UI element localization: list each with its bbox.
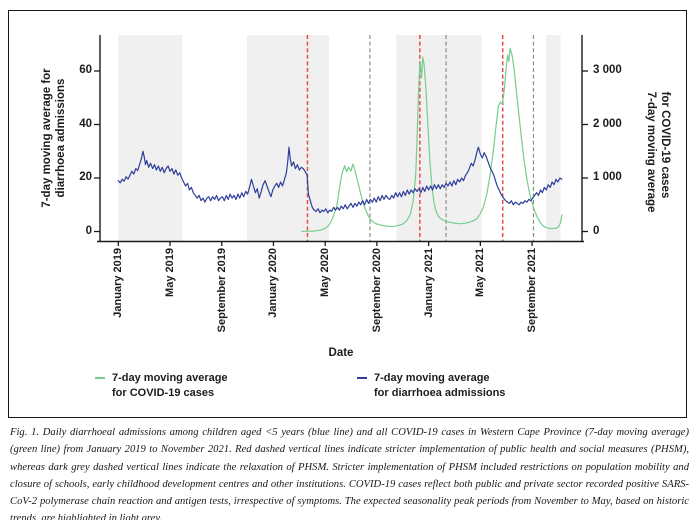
x-tick-label: May 2020: [312, 248, 338, 342]
x-tick-label: September 2020: [364, 248, 390, 342]
left-y-axis-title-line1: 7-day moving average for: [41, 68, 53, 208]
x-tick-text: September 2019: [215, 248, 228, 333]
covid-cases-line: [301, 47, 563, 232]
x-tick-label: January 2020: [260, 248, 286, 342]
x-tick-label: May 2019: [157, 248, 183, 342]
x-tick-label: September 2021: [519, 248, 545, 342]
left-y-axis-title-line2: diarrhoea admissions: [55, 78, 67, 198]
left-y-tick-label: 20: [79, 171, 92, 183]
right-y-axis-title-line1: 7-day moving average: [645, 91, 657, 213]
left-y-tick-label: 40: [79, 117, 92, 130]
covid-line-swatch: [95, 377, 105, 380]
right-y-tick-label: 3 000: [593, 64, 622, 76]
legend-label-admissions: 7-day moving average for diarrhoea admis…: [374, 372, 506, 399]
x-tick-text: September 2021: [526, 248, 539, 333]
diarrhoea-admissions-line: [117, 146, 563, 214]
x-tick-label: May 2021: [467, 248, 493, 342]
x-tick-label: September 2019: [209, 248, 235, 342]
x-tick-text: January 2020: [267, 248, 280, 318]
seasonality-band: [118, 35, 183, 242]
figure-caption: Fig. 1. Daily diarrhoeal admissions amon…: [10, 427, 689, 520]
x-tick-text: May 2021: [474, 248, 487, 297]
left-y-tick-label: 60: [79, 64, 92, 76]
right-y-axis-title: 7-day moving average for COVID-19 cases: [644, 92, 672, 213]
right-y-tick-label: 0: [593, 224, 600, 237]
seasonality-band: [546, 35, 561, 242]
legend-item-admissions: 7-day moving average for diarrhoea admis…: [357, 371, 505, 400]
x-tick-label: January 2021: [416, 248, 442, 342]
x-tick-text: September 2020: [370, 248, 383, 333]
right-y-axis-title-line2: for COVID-19 cases: [659, 91, 671, 199]
x-axis-title: Date: [328, 347, 354, 359]
x-tick-text: January 2019: [112, 248, 125, 318]
x-tick-text: May 2019: [164, 248, 177, 297]
legend-item-covid: 7-day moving average for COVID-19 cases: [95, 371, 228, 400]
x-tick-text: May 2020: [319, 248, 332, 297]
x-tick-label: January 2019: [105, 248, 131, 342]
legend-label-covid: 7-day moving average for COVID-19 cases: [112, 372, 228, 399]
right-y-tick-label: 1 000: [593, 171, 622, 183]
seasonality-band: [396, 35, 482, 242]
x-tick-text: January 2021: [422, 248, 435, 318]
admissions-line-swatch: [357, 377, 367, 380]
left-y-axis-title: 7-day moving average for diarrhoea admis…: [40, 68, 68, 207]
right-y-tick-label: 2 000: [593, 117, 622, 130]
left-y-tick-label: 0: [85, 224, 92, 237]
seasonality-band: [246, 35, 330, 242]
figure-border-box: [8, 10, 687, 418]
